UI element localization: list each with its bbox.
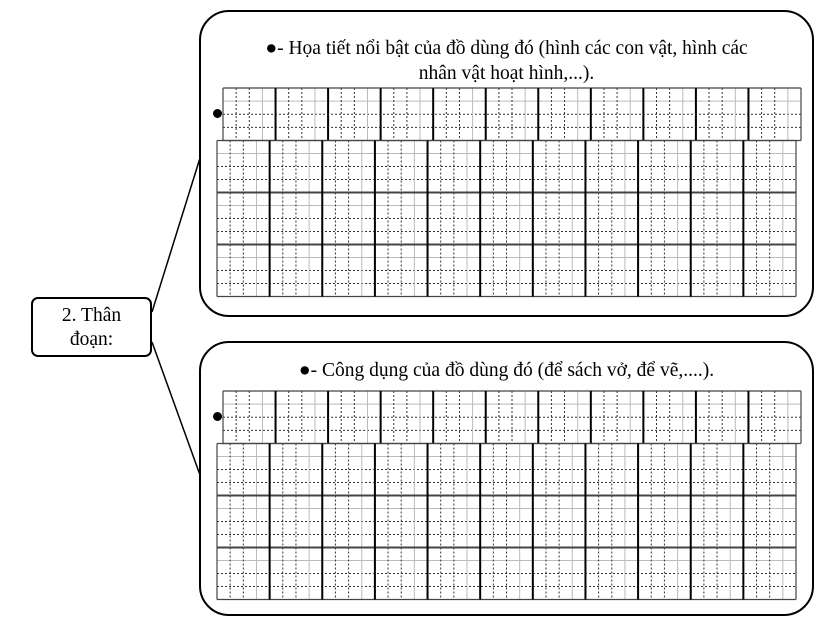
section-2-title-line-1: ●- Công dụng của đồ dùng đó (để sách vở,… [298, 360, 715, 381]
bullet-icon [213, 412, 222, 421]
bullet-icon [213, 109, 222, 118]
section-box-2: ●- Công dụng của đồ dùng đó (để sách vở,… [199, 341, 814, 616]
label-line-1: 2. Thân [61, 305, 122, 326]
section-label: 2. Thân đoạn: [31, 297, 152, 357]
section-2-title: ●- Công dụng của đồ dùng đó (để sách vở,… [201, 358, 812, 383]
section-1-title-line-2: nhân vật hoạt hình,...). [418, 63, 595, 84]
section-box-1: ●- Họa tiết nổi bật của đồ dùng đó (hình… [199, 10, 814, 317]
label-line-2: đoạn: [69, 329, 114, 350]
section-1-title: ●- Họa tiết nổi bật của đồ dùng đó (hình… [201, 36, 812, 86]
section-1-title-line-1: ●- Họa tiết nổi bật của đồ dùng đó (hình… [265, 38, 748, 59]
